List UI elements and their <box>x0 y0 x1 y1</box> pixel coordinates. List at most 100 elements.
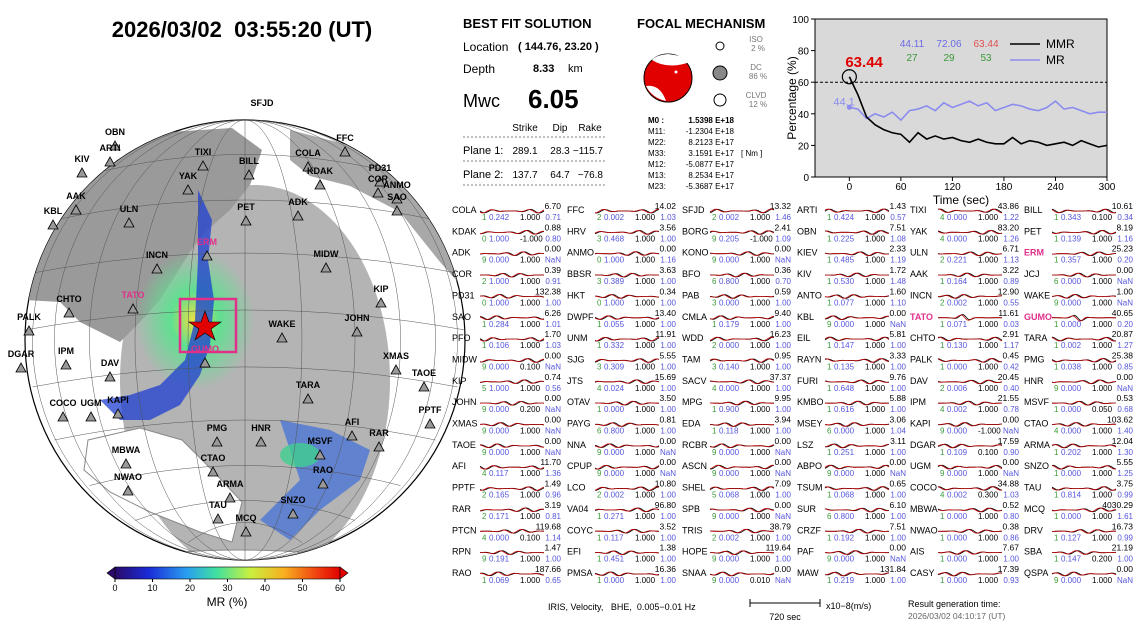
parallel <box>134 500 356 521</box>
station-marker <box>151 263 163 274</box>
station-marker <box>317 478 329 489</box>
meridian <box>32 120 458 560</box>
fit-value: 0.389 <box>604 277 625 286</box>
station-name: RAO <box>452 568 472 578</box>
station-marker <box>374 176 386 187</box>
waveform <box>824 486 890 491</box>
fit-value: 9 <box>482 362 487 371</box>
station-label: COLA <box>295 148 321 158</box>
fit-value: 1 <box>1054 213 1059 222</box>
fit-value: 1.00 <box>660 384 676 393</box>
fit-value: 1 <box>1054 469 1059 478</box>
x-tick-label: 180 <box>996 182 1013 193</box>
station-label: COCO <box>50 398 77 408</box>
station-marker <box>255 436 267 447</box>
fit-value: 1 <box>827 256 832 265</box>
fit-value: 6 <box>827 512 832 521</box>
max-amplitude: 1.47 <box>544 543 561 553</box>
waveform <box>709 486 775 491</box>
fit-value: 1 <box>827 576 832 585</box>
fit-value: 9 <box>712 555 717 564</box>
fit-value: 1 <box>712 427 717 436</box>
fit-value: 0.068 <box>719 491 740 500</box>
legend-label: MR <box>1046 53 1065 67</box>
fit-value: 1.46 <box>775 213 791 222</box>
meridian <box>54 120 436 560</box>
waveform <box>479 507 545 513</box>
fit-value: 1.00 <box>890 576 906 585</box>
station-label: ANMO <box>383 180 411 190</box>
max-amplitude: 0.00 <box>889 543 906 553</box>
station-label: IPM <box>58 346 74 356</box>
component-percent: 2 % <box>751 44 765 53</box>
max-amplitude: 3.50 <box>659 393 676 403</box>
x-tick-label: 120 <box>944 182 961 193</box>
fit-value: 1.00 <box>660 298 676 307</box>
fit-value: 0.010 <box>750 576 771 585</box>
station-name: CHTO <box>910 333 935 343</box>
fit-value: 1.000 <box>750 555 771 564</box>
fit-value: 1.000 <box>635 427 656 436</box>
fit-value: 1.000 <box>635 491 656 500</box>
fit-value: 0.000 <box>719 469 740 478</box>
tensor-label: M13: <box>648 171 666 180</box>
fit-value: 4 <box>940 491 945 500</box>
fit-value: 0.000 <box>947 234 968 243</box>
y-tick-label: 0 <box>803 173 809 184</box>
max-amplitude: 5.88 <box>889 393 906 403</box>
max-amplitude: 0.00 <box>544 415 561 425</box>
max-amplitude: 16.36 <box>655 564 677 574</box>
waveform <box>824 208 890 213</box>
station-name: PFO <box>452 333 471 343</box>
waveform <box>1051 229 1117 235</box>
fit-value: 0.89 <box>1003 277 1019 286</box>
footer: IRIS, Velocity, BHE, 0.005−0.01 Hz 720 se… <box>548 599 1006 622</box>
fit-value: 0.117 <box>489 469 509 478</box>
max-amplitude: 0.00 <box>659 436 676 446</box>
fit-value: 0.616 <box>834 405 855 414</box>
station-name: WAKE <box>1024 290 1050 300</box>
stat: 63.44 <box>973 39 998 50</box>
fit-value: 1 <box>940 320 945 329</box>
station-name: BORG <box>682 226 709 236</box>
max-amplitude: 11.91 <box>655 329 676 339</box>
fit-value: 1.000 <box>750 341 771 350</box>
fit-value: 1.000 <box>635 469 656 478</box>
fit-value: 0.000 <box>489 448 510 457</box>
station-name: RPN <box>452 547 471 557</box>
tensor-value: -5.3687 E+17 <box>686 182 735 191</box>
plane-value: 28.3 <box>550 146 570 157</box>
fit-value: 1.000 <box>865 533 886 542</box>
fit-value: 1.00 <box>890 341 906 350</box>
station-name: CPUP <box>567 461 592 471</box>
station-name: SFJD <box>682 205 705 215</box>
x-tick-label: 240 <box>1047 182 1064 193</box>
clvd-ball <box>713 93 727 107</box>
fit-value: 1 <box>597 512 602 521</box>
max-amplitude: 0.00 <box>659 457 676 467</box>
fit-value: 1.000 <box>489 277 510 286</box>
max-amplitude: 38.79 <box>770 521 792 531</box>
fit-value: 0.000 <box>1061 427 1082 436</box>
fit-value: -1.000 <box>978 427 1001 436</box>
station-label: PET <box>237 202 255 212</box>
fit-value: 0.109 <box>947 448 968 457</box>
fit-value: 0.451 <box>604 555 625 564</box>
station-name: BBSR <box>567 269 592 279</box>
fit-value: 0.002 <box>947 298 968 307</box>
fit-value: 0.78 <box>1003 405 1019 414</box>
station-label: JOHN <box>344 313 369 323</box>
station-label: CHTO <box>56 294 81 304</box>
fit-value: 9 <box>597 469 602 478</box>
waveform <box>824 464 890 470</box>
fit-value: 0.55 <box>1003 298 1019 307</box>
fit-value: 1.00 <box>775 384 791 393</box>
fit-value: 9 <box>482 256 487 265</box>
fit-value: 0.038 <box>1061 362 1082 371</box>
fit-value: 9 <box>597 448 602 457</box>
station-marker <box>418 381 430 392</box>
fit-value: 1.22 <box>1003 213 1019 222</box>
waveform <box>479 230 544 235</box>
waveform <box>710 272 774 278</box>
station-marker <box>240 215 252 226</box>
